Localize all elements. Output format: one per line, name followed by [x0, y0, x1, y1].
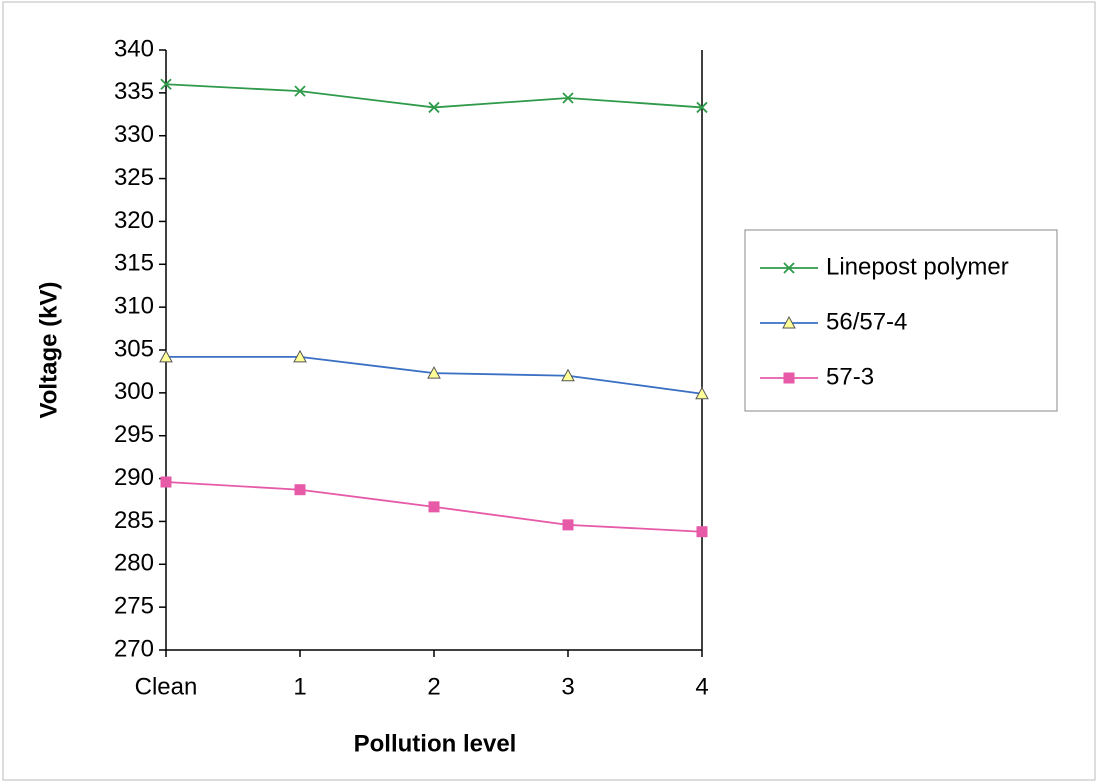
marker: [159, 349, 173, 363]
y-tick-label: 335: [114, 78, 154, 105]
y-tick-label: 290: [114, 464, 154, 491]
x-tick-label: 2: [427, 673, 440, 700]
marker: [294, 484, 306, 496]
x-tick-label: 1: [293, 673, 306, 700]
x-tick-label: 4: [695, 673, 708, 700]
marker: [561, 368, 575, 382]
legend-box: [744, 229, 1058, 412]
y-tick-label: 325: [114, 164, 154, 191]
y-tick-label: 305: [114, 335, 154, 362]
x-tick-label: Clean: [135, 673, 198, 700]
marker: [293, 349, 307, 363]
marker: [696, 526, 708, 538]
y-tick-label: 310: [114, 292, 154, 319]
marker: [562, 519, 574, 531]
legend-label: 57-3: [826, 363, 874, 390]
y-tick-label: 330: [114, 121, 154, 148]
y-tick-label: 300: [114, 378, 154, 405]
legend-marker: [783, 372, 795, 384]
marker: [562, 92, 574, 104]
y-tick-label: 285: [114, 507, 154, 534]
marker: [294, 85, 306, 97]
y-tick-label: 340: [114, 35, 154, 62]
legend-label: 56/57-4: [826, 308, 907, 335]
x-tick-label: 3: [561, 673, 574, 700]
marker: [428, 101, 440, 114]
x-axis-title: Pollution level: [354, 730, 517, 757]
y-tick-label: 320: [114, 207, 154, 234]
marker: [427, 366, 441, 379]
marker: [696, 101, 708, 114]
y-tick-label: 280: [114, 550, 154, 577]
marker: [695, 386, 709, 400]
legend-label: Linepost polymer: [826, 253, 1009, 280]
marker: [160, 78, 172, 90]
marker: [160, 476, 172, 488]
series-line: [165, 83, 703, 109]
marker: [428, 501, 440, 513]
y-tick-label: 315: [114, 250, 154, 277]
y-tick-label: 270: [114, 635, 154, 662]
y-axis-title: Voltage (kV): [35, 282, 62, 419]
y-tick-label: 295: [114, 421, 154, 448]
legend-marker: [782, 315, 796, 329]
legend-marker: [783, 262, 795, 274]
y-tick-label: 275: [114, 592, 154, 619]
